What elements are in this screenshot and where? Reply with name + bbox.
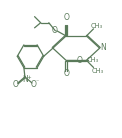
Text: O: O	[31, 80, 37, 89]
Text: CH₃: CH₃	[92, 67, 104, 74]
Text: O: O	[13, 80, 19, 89]
Text: CH₃: CH₃	[87, 57, 99, 63]
Text: O: O	[63, 69, 69, 78]
Text: ⁻: ⁻	[36, 80, 39, 85]
Text: N: N	[22, 75, 28, 84]
Text: +: +	[26, 75, 31, 80]
Text: N: N	[100, 43, 106, 52]
Text: O: O	[77, 56, 83, 65]
Text: CH₃: CH₃	[91, 23, 103, 29]
Text: O: O	[51, 26, 57, 35]
Text: O: O	[63, 13, 69, 22]
